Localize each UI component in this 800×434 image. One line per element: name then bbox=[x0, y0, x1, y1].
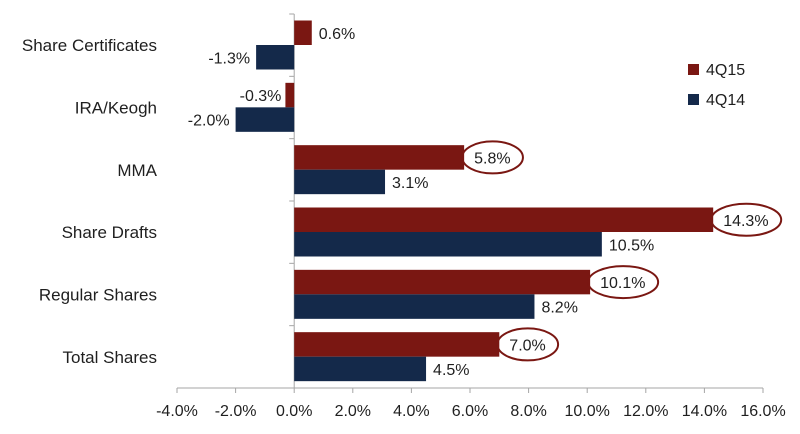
x-tick-label: 6.0% bbox=[452, 403, 488, 420]
bar-4q14-ira-keogh bbox=[235, 107, 295, 132]
x-tick-labels: -4.0% -2.0% 0.0% 2.0% 4.0% 6.0% 8.0% 10.0% 12.0%… bbox=[156, 403, 786, 420]
bars bbox=[235, 20, 714, 382]
value-label-4q14-regular-shares: 8.2% bbox=[541, 300, 577, 317]
highlight-circle-total-shares bbox=[496, 327, 560, 362]
x-tick-label: 16.0% bbox=[740, 403, 785, 420]
highlight-circle-mma bbox=[461, 140, 524, 175]
value-label-4q15-share-drafts: 14.3% bbox=[723, 213, 768, 230]
value-label-4q15-regular-shares: 10.1% bbox=[600, 275, 645, 292]
x-tick-label: -4.0% bbox=[156, 403, 198, 420]
bar-4q15-regular-shares bbox=[294, 269, 591, 295]
value-label-4q14-share-drafts: 10.5% bbox=[609, 237, 654, 254]
bar-4q14-total-shares bbox=[294, 356, 427, 382]
legend-swatch-4q15 bbox=[688, 64, 699, 75]
value-label-4q15-total-shares: 7.0% bbox=[509, 337, 545, 354]
value-label-4q14-ira-keogh: -2.0% bbox=[188, 113, 230, 130]
bar-4q14-share-certificates bbox=[256, 45, 295, 70]
value-label-4q15-ira-keogh: -0.3% bbox=[240, 88, 282, 105]
bar-4q14-mma bbox=[294, 169, 386, 195]
bar-4q15-share-drafts bbox=[294, 207, 714, 232]
x-tick-label: 12.0% bbox=[623, 403, 668, 420]
category-label-share-certificates: Share Certificates bbox=[22, 36, 157, 55]
bar-4q15-total-shares bbox=[294, 332, 500, 357]
legend-swatch-4q14 bbox=[688, 94, 699, 105]
value-label-4q14-share-certificates: -1.3% bbox=[208, 50, 250, 67]
highlight-circles bbox=[461, 140, 783, 362]
x-tick-label: 0.0% bbox=[276, 403, 312, 420]
category-label-regular-shares: Regular Shares bbox=[39, 286, 157, 305]
category-label-ira-keogh: IRA/Keogh bbox=[75, 99, 157, 118]
bar-4q14-regular-shares bbox=[294, 294, 535, 319]
x-tick-label: 8.0% bbox=[510, 403, 546, 420]
axes bbox=[176, 13, 764, 393]
x-tick-label: 4.0% bbox=[393, 403, 429, 420]
bar-4q15-share-certificates bbox=[294, 20, 312, 45]
category-label-share-drafts: Share Drafts bbox=[62, 223, 157, 242]
value-label-4q14-total-shares: 4.5% bbox=[433, 362, 469, 379]
x-tick-label: 10.0% bbox=[565, 403, 610, 420]
x-tick-label: 2.0% bbox=[335, 403, 371, 420]
category-label-total-shares: Total Shares bbox=[63, 348, 158, 367]
bar-4q14-share-drafts bbox=[294, 232, 602, 257]
legend-label-4q15: 4Q15 bbox=[706, 62, 745, 79]
category-labels: Share Certificates IRA/Keogh MMA Share Draf… bbox=[22, 36, 158, 367]
value-label-4q15-mma: 5.8% bbox=[474, 150, 510, 167]
x-tick-label: -2.0% bbox=[215, 403, 257, 420]
value-labels: 0.6% -1.3% -0.3% -2.0% 5.8% 3.1% 14.3% 10.5% 10.… bbox=[188, 26, 769, 379]
value-label-4q14-mma: 3.1% bbox=[392, 175, 428, 192]
legend: 4Q15 4Q14 bbox=[688, 62, 745, 109]
value-label-4q15-share-certificates: 0.6% bbox=[319, 26, 355, 43]
highlight-circle-share-drafts bbox=[710, 202, 783, 237]
legend-label-4q14: 4Q14 bbox=[706, 92, 745, 109]
bar-4q15-ira-keogh bbox=[285, 82, 295, 108]
highlight-circle-regular-shares bbox=[587, 265, 660, 300]
bar-4q15-mma bbox=[294, 145, 465, 170]
x-tick-label: 14.0% bbox=[682, 403, 727, 420]
category-label-mma: MMA bbox=[117, 161, 157, 180]
